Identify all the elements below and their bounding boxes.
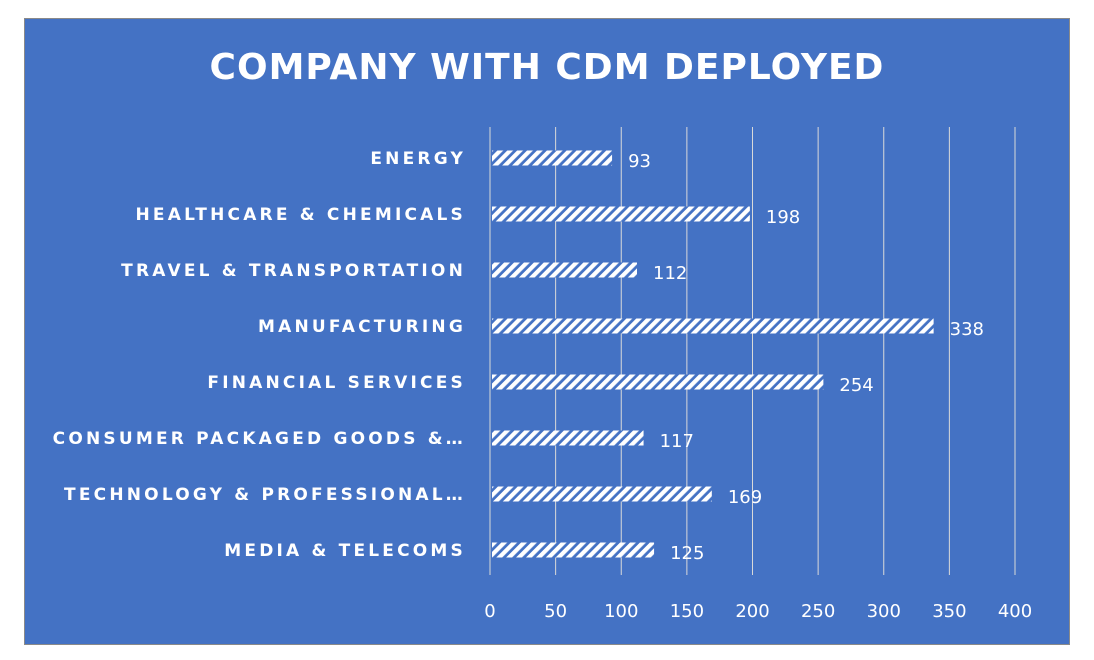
bars xyxy=(492,150,934,558)
category-label: MANUFACTURING xyxy=(258,317,466,337)
bar xyxy=(492,318,934,334)
x-tick-label: 100 xyxy=(604,601,638,622)
data-labels: 93 198 112 338 254 117 169 125 xyxy=(628,151,984,564)
x-tick-label: 300 xyxy=(867,601,901,622)
data-label: 112 xyxy=(653,263,687,284)
data-label: 125 xyxy=(670,543,704,564)
data-label: 169 xyxy=(728,487,762,508)
x-tick-label: 200 xyxy=(735,601,769,622)
category-label: TECHNOLOGY & PROFESSIONAL… xyxy=(64,485,466,505)
data-label: 93 xyxy=(628,151,651,172)
x-tick-label: 50 xyxy=(544,601,567,622)
x-tick-label: 0 xyxy=(484,601,495,622)
category-label: CONSUMER PACKAGED GOODS &… xyxy=(53,429,466,449)
data-label: 198 xyxy=(766,207,800,228)
chart-frame: COMPANY WITH CDM DEPLOYED ENERGY HEALTHCA… xyxy=(24,18,1070,645)
bar xyxy=(492,542,655,558)
x-tick-label: 400 xyxy=(998,601,1032,622)
data-label: 338 xyxy=(950,319,984,340)
category-label: HEALTHCARE & CHEMICALS xyxy=(135,205,466,225)
category-label: MEDIA & TELECOMS xyxy=(224,541,466,561)
bar xyxy=(492,206,750,222)
data-label: 117 xyxy=(660,431,694,452)
bar xyxy=(492,430,644,446)
chart-svg: ENERGY HEALTHCARE & CHEMICALS TRAVEL & TRA… xyxy=(53,127,1032,622)
category-label: ENERGY xyxy=(370,149,466,169)
category-label: FINANCIAL SERVICES xyxy=(207,373,466,393)
gridlines xyxy=(489,127,1016,575)
x-axis-ticks: 0 50 100 150 200 250 300 350 400 xyxy=(484,601,1032,622)
x-tick-label: 250 xyxy=(801,601,835,622)
bar xyxy=(492,150,613,166)
category-labels: ENERGY HEALTHCARE & CHEMICALS TRAVEL & TRA… xyxy=(53,149,466,561)
bar xyxy=(492,486,712,502)
bar xyxy=(492,374,824,390)
chart-title: COMPANY WITH CDM DEPLOYED xyxy=(209,47,885,88)
x-tick-label: 150 xyxy=(670,601,704,622)
bar xyxy=(492,262,637,278)
x-tick-label: 350 xyxy=(932,601,966,622)
data-label: 254 xyxy=(839,375,873,396)
category-label: TRAVEL & TRANSPORTATION xyxy=(121,261,466,281)
